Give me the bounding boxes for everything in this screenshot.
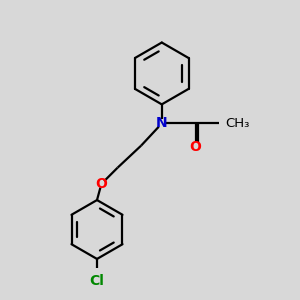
- Text: O: O: [95, 177, 107, 191]
- Text: Cl: Cl: [90, 274, 104, 288]
- Text: N: N: [156, 116, 168, 130]
- Text: CH₃: CH₃: [225, 117, 250, 130]
- Text: O: O: [190, 140, 202, 154]
